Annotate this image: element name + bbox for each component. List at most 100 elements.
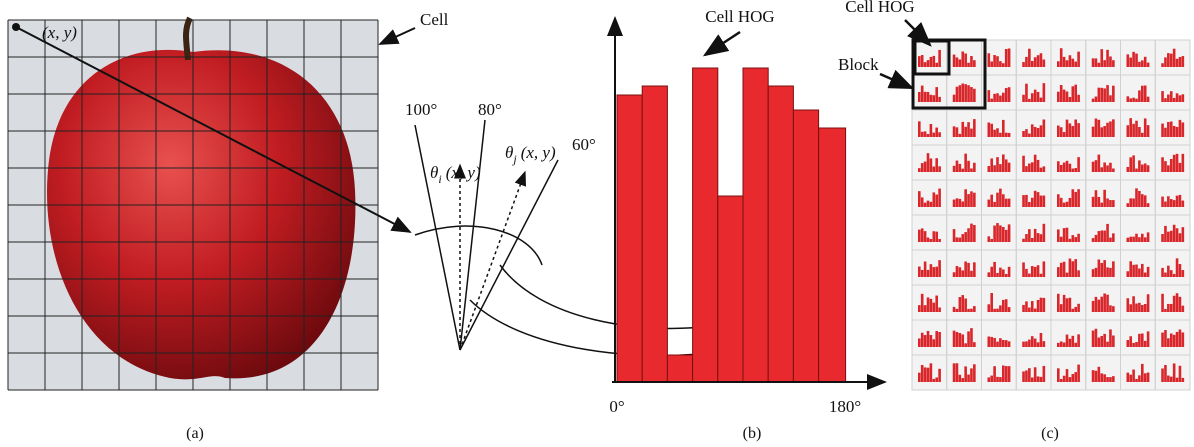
mini-bar bbox=[955, 266, 959, 277]
mini-bar bbox=[1062, 294, 1066, 312]
mini-bar bbox=[1059, 262, 1063, 277]
mini-bar bbox=[1077, 270, 1080, 277]
hog-bar bbox=[616, 94, 643, 383]
mini-bar bbox=[955, 160, 959, 172]
mini-bar bbox=[990, 98, 993, 102]
mini-bar bbox=[1143, 118, 1147, 137]
point-label: (x, y) bbox=[42, 23, 77, 42]
mini-bar bbox=[929, 264, 933, 277]
mini-bar bbox=[935, 62, 938, 67]
mini-bar bbox=[964, 53, 967, 67]
mini-bar bbox=[1094, 190, 1098, 207]
mini-bar bbox=[1112, 376, 1115, 382]
mini-bar bbox=[1025, 129, 1028, 137]
mini-bar bbox=[990, 336, 993, 347]
mini-bar bbox=[996, 93, 999, 102]
mini-bar bbox=[967, 374, 970, 382]
mini-bar bbox=[1097, 119, 1101, 137]
angle-label: 80° bbox=[478, 100, 502, 119]
title-arrow bbox=[702, 30, 741, 57]
mini-bar bbox=[1028, 133, 1031, 137]
mini-bar bbox=[1025, 56, 1028, 67]
mini-bar bbox=[1169, 199, 1173, 207]
mini-bar bbox=[1077, 233, 1080, 242]
mini-bar bbox=[1141, 263, 1144, 277]
mini-bar bbox=[923, 367, 927, 382]
mini-bar bbox=[935, 231, 938, 242]
mini-bar bbox=[961, 121, 965, 137]
mini-bar bbox=[1141, 305, 1144, 312]
mini-bar bbox=[1002, 365, 1005, 382]
mini-bar bbox=[920, 85, 924, 102]
mini-bar bbox=[1030, 237, 1034, 242]
mini-bar bbox=[926, 200, 930, 207]
mini-bar bbox=[999, 338, 1002, 347]
hog-bar bbox=[666, 354, 694, 383]
mini-bar bbox=[1074, 306, 1077, 312]
mini-bar bbox=[1146, 165, 1150, 172]
mini-bar bbox=[1057, 125, 1060, 137]
mini-bar bbox=[1181, 332, 1185, 347]
mini-bar bbox=[1077, 189, 1080, 207]
mini-bar bbox=[1062, 342, 1066, 347]
mini-bar bbox=[1057, 229, 1060, 242]
mini-bar bbox=[1135, 303, 1138, 312]
mini-bar bbox=[1065, 369, 1069, 382]
mini-bar bbox=[970, 191, 973, 207]
mini-bar bbox=[1106, 85, 1109, 102]
mini-bar bbox=[1074, 237, 1077, 242]
mini-bar bbox=[1106, 198, 1109, 207]
mini-bar bbox=[1004, 198, 1008, 207]
mini-bar bbox=[1068, 96, 1072, 102]
mini-bar bbox=[1097, 231, 1101, 242]
caption: (c) bbox=[1041, 425, 1059, 442]
mini-bar bbox=[929, 238, 933, 242]
coords: (x, y) bbox=[446, 163, 481, 182]
mini-bar bbox=[926, 91, 930, 102]
mini-bar bbox=[1146, 62, 1150, 67]
mini-bar bbox=[1132, 236, 1135, 242]
mini-bar bbox=[1141, 85, 1144, 102]
mini-bar bbox=[996, 308, 999, 312]
mini-bar bbox=[1146, 203, 1150, 207]
mini-bar bbox=[1065, 91, 1069, 102]
mini-bar bbox=[1033, 266, 1037, 277]
mini-bar bbox=[1068, 55, 1072, 67]
mini-bar bbox=[1022, 131, 1025, 137]
mini-bar bbox=[1167, 338, 1170, 347]
mini-bar bbox=[993, 366, 996, 382]
mini-bar bbox=[1143, 85, 1147, 102]
line-100 bbox=[414, 124, 461, 351]
mini-bar bbox=[1167, 121, 1170, 137]
mini-bar bbox=[961, 234, 965, 242]
mini-bar bbox=[1022, 304, 1025, 312]
mini-bar bbox=[1141, 363, 1144, 382]
mini-bar bbox=[1138, 237, 1141, 242]
mini-bar bbox=[1106, 294, 1109, 312]
mini-bar bbox=[1077, 303, 1080, 312]
mini-bar bbox=[1126, 237, 1130, 242]
mini-bar bbox=[964, 366, 967, 382]
mini-bar bbox=[932, 302, 936, 312]
mini-bar bbox=[1036, 342, 1040, 347]
mini-bar bbox=[952, 54, 956, 67]
mini-bar bbox=[1167, 303, 1170, 312]
mini-bar bbox=[932, 378, 936, 382]
mini-bar bbox=[990, 194, 993, 207]
mini-bar bbox=[952, 330, 956, 347]
mini-bar bbox=[1030, 266, 1034, 277]
mini-bar bbox=[1175, 258, 1179, 277]
mini-bar bbox=[1071, 168, 1075, 172]
mini-bar bbox=[938, 49, 941, 67]
mini-bar bbox=[1100, 127, 1104, 137]
mini-bar bbox=[990, 266, 993, 277]
mini-bar bbox=[1175, 377, 1179, 382]
cell-grid bbox=[7, 19, 379, 391]
mini-bar bbox=[923, 335, 927, 347]
mini-bar bbox=[1030, 93, 1034, 102]
mini-bar bbox=[935, 295, 938, 312]
mini-bar bbox=[1071, 261, 1075, 277]
mini-bar bbox=[1068, 338, 1072, 347]
mini-bar bbox=[1172, 48, 1176, 67]
mini-bar bbox=[1178, 56, 1182, 67]
